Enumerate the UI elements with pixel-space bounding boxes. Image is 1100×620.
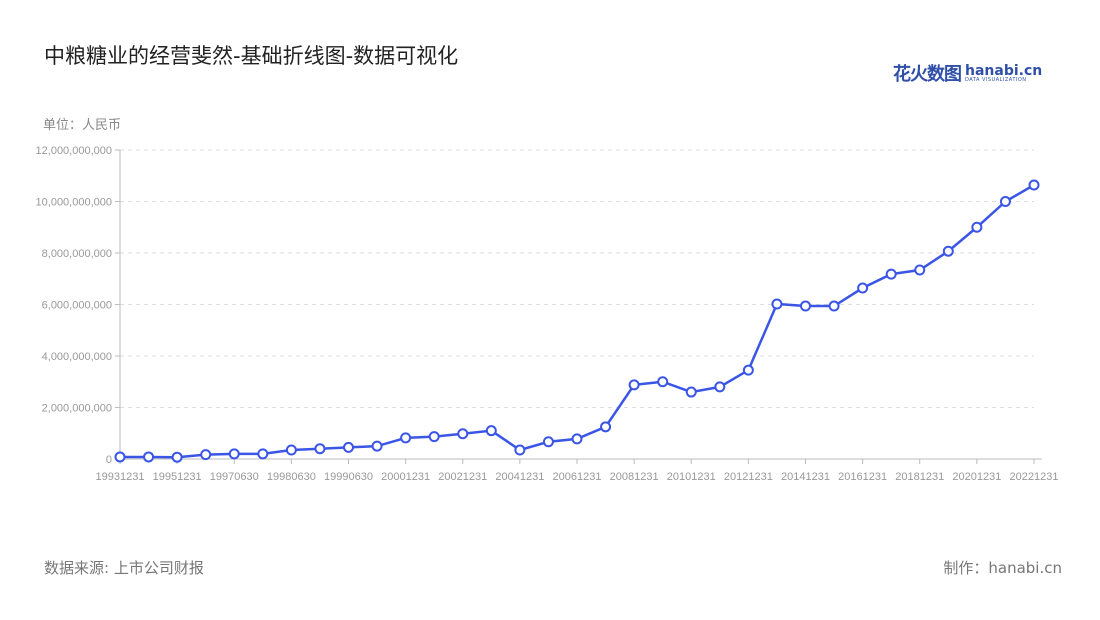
data-point (542, 436, 554, 448)
x-tick-label: 20001231 (381, 471, 430, 483)
logo-cn-text: 花火数图 (893, 64, 962, 85)
x-tick-label: 20161231 (838, 471, 887, 483)
data-point (657, 376, 669, 388)
x-tick-label: 19970630 (210, 471, 259, 483)
x-tick-label: 20141231 (781, 471, 830, 483)
data-point (285, 444, 297, 456)
x-tick-label: 20101231 (667, 471, 716, 483)
data-point (514, 444, 526, 456)
data-point (942, 245, 954, 257)
data-point (343, 441, 354, 453)
data-point (228, 448, 240, 460)
data-point (885, 268, 897, 280)
maker-credit: 制作：hanabi.cn (943, 559, 1062, 577)
data-point (828, 300, 840, 312)
data-point (171, 451, 183, 463)
x-tick-label: 19990630 (324, 471, 373, 483)
x-tick-label: 19980630 (267, 471, 316, 483)
data-point (628, 379, 640, 391)
data-point (685, 386, 697, 398)
logo-en-text: hanabi.cn (965, 62, 1043, 79)
y-tick-label: 8,000,000,000 (42, 248, 112, 260)
data-point (314, 443, 326, 455)
hanabi-logo: 花火数图 hanabi.cn DATA VISUALIZATION (893, 60, 1042, 86)
data-point (771, 298, 783, 310)
y-axis-unit-label: 单位：人民币 (43, 118, 122, 133)
data-point (857, 282, 869, 294)
data-point (371, 440, 383, 452)
x-tick-label: 20061231 (553, 471, 602, 483)
data-point (571, 433, 583, 445)
x-tick-label: 20041231 (495, 471, 544, 483)
series-line (120, 183, 1035, 459)
data-point (971, 221, 983, 233)
data-point (400, 432, 412, 444)
data-source: 数据来源: 上市公司财报 (44, 559, 204, 577)
x-tick-label: 19951231 (153, 471, 202, 483)
y-tick-label: 4,000,000,000 (42, 351, 112, 363)
data-point (714, 381, 726, 393)
data-point (914, 264, 926, 276)
data-point (200, 449, 212, 461)
data-point (999, 196, 1011, 207)
chart-title: 中粮糖业的经营斐然-基础折线图-数据可视化 (44, 44, 459, 68)
x-tick-label: 20021231 (438, 471, 487, 483)
data-point (428, 431, 440, 443)
data-point (485, 425, 497, 437)
y-tick-label: 10,000,000,000 (36, 197, 112, 209)
x-tick-label: 20081231 (610, 471, 659, 483)
logo-en-block: hanabi.cn DATA VISUALIZATION (965, 64, 1042, 83)
data-point (457, 428, 469, 440)
logo-tagline: DATA VISUALIZATION (965, 76, 1027, 83)
y-tick-label: 2,000,000,000 (42, 403, 112, 415)
x-tick-label: 20221231 (1010, 471, 1059, 483)
data-point (114, 451, 126, 463)
data-point (1028, 179, 1040, 191)
x-tick-label: 20201231 (952, 471, 1001, 483)
y-tick-label: 0 (106, 454, 112, 466)
x-tick-label: 20121231 (724, 471, 773, 483)
data-point (257, 448, 269, 460)
data-point (600, 421, 612, 433)
data-point (800, 300, 811, 312)
y-tick-label: 12,000,000,000 (36, 145, 112, 157)
y-tick-label: 6,000,000,000 (42, 300, 112, 312)
data-point (742, 364, 754, 376)
x-tick-label: 19931231 (96, 471, 145, 483)
x-tick-label: 20181231 (895, 471, 944, 483)
data-point (143, 451, 155, 463)
